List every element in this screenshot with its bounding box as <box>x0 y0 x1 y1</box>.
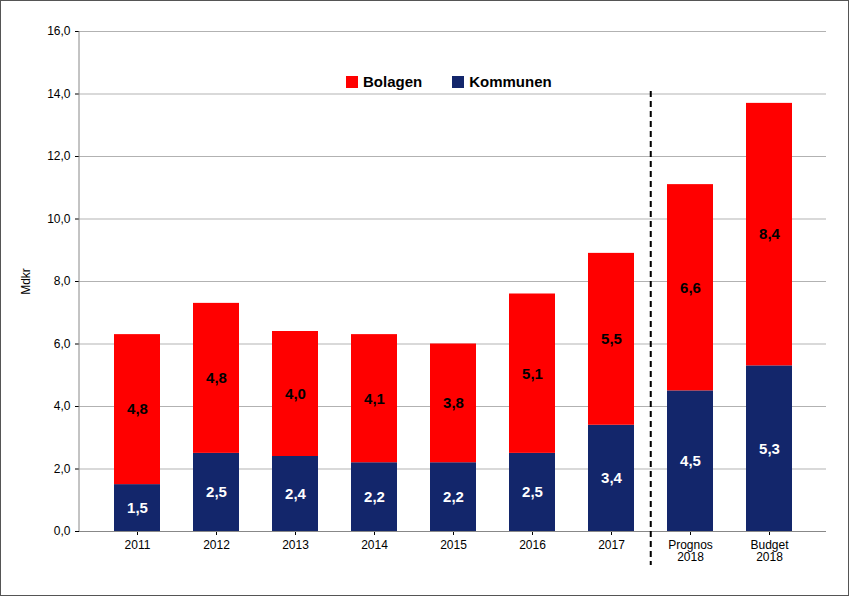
svg-text:10,0: 10,0 <box>47 212 71 226</box>
svg-text:6,0: 6,0 <box>54 337 71 351</box>
svg-text:1,5: 1,5 <box>127 499 148 516</box>
svg-text:4,8: 4,8 <box>127 400 148 417</box>
svg-text:2012: 2012 <box>203 538 230 552</box>
svg-text:3,8: 3,8 <box>443 394 464 411</box>
html-text:Bolagen: Bolagen <box>363 73 423 90</box>
svg-text:2015: 2015 <box>440 538 467 552</box>
svg-text:3,4: 3,4 <box>601 469 623 486</box>
svg-text:2,2: 2,2 <box>443 488 464 505</box>
svg-text:5,1: 5,1 <box>522 364 543 381</box>
svg-text:6,6: 6,6 <box>680 279 701 296</box>
svg-text:16,0: 16,0 <box>47 24 71 38</box>
svg-text:5,5: 5,5 <box>601 330 622 347</box>
svg-text:4,0: 4,0 <box>54 399 71 413</box>
svg-text:8,4: 8,4 <box>759 225 781 242</box>
svg-text:8,0: 8,0 <box>54 274 71 288</box>
svg-text:14,0: 14,0 <box>47 87 71 101</box>
svg-text:2,5: 2,5 <box>206 483 227 500</box>
html-text:Kommunen: Kommunen <box>469 73 552 90</box>
svg-text:2013: 2013 <box>282 538 309 552</box>
svg-text:Prognos2018: Prognos2018 <box>668 538 713 564</box>
svg-text:2,4: 2,4 <box>285 485 307 502</box>
svg-text:4,8: 4,8 <box>206 369 227 386</box>
svg-text:2,0: 2,0 <box>54 462 71 476</box>
svg-text:2014: 2014 <box>361 538 388 552</box>
svg-text:4,5: 4,5 <box>680 452 701 469</box>
svg-text:Mdkr: Mdkr <box>19 268 33 295</box>
svg-text:4,1: 4,1 <box>364 389 385 406</box>
svg-text:2,5: 2,5 <box>522 483 543 500</box>
svg-text:2,2: 2,2 <box>364 488 385 505</box>
svg-text:4,0: 4,0 <box>285 385 306 402</box>
svg-text:Budget2018: Budget2018 <box>750 538 789 564</box>
svg-text:5,3: 5,3 <box>759 439 780 456</box>
svg-text:2016: 2016 <box>519 538 546 552</box>
svg-text:2017: 2017 <box>598 538 625 552</box>
svg-text:0,0: 0,0 <box>54 524 71 538</box>
svg-text:2011: 2011 <box>125 538 151 552</box>
svg-text:12,0: 12,0 <box>47 149 71 163</box>
